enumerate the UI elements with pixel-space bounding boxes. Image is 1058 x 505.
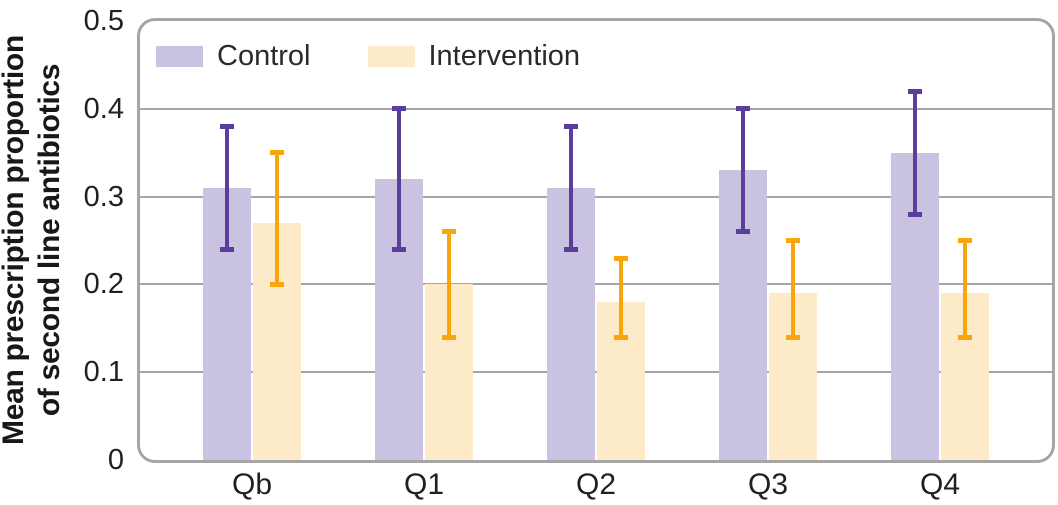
y-axis-title-line-2: of second line antibiotics: [33, 63, 66, 417]
gridline: [140, 107, 1052, 110]
error-cap-top-control-q2: [564, 123, 578, 129]
gridline: [140, 371, 1052, 374]
y-tick-label: 0.5: [83, 5, 124, 37]
error-cap-top-intervention-q4: [958, 238, 972, 243]
error-cap-bottom-intervention-q3: [786, 334, 800, 340]
error-cap-bottom-intervention-q1: [442, 334, 456, 340]
plot-area: Control Intervention: [137, 18, 1055, 463]
error-cap-bottom-intervention-q2: [614, 334, 628, 340]
legend-label-intervention: Intervention: [428, 40, 581, 72]
error-cap-top-intervention-q1: [442, 229, 456, 235]
x-tick-label-q3: Q3: [747, 468, 789, 501]
error-bar-intervention-q4: [963, 240, 967, 338]
intervention-swatch: [367, 46, 415, 67]
y-tick-label: 0.3: [83, 180, 124, 213]
error-bar-control-q1: [397, 108, 401, 250]
error-cap-top-control-qb: [220, 123, 234, 129]
error-cap-bottom-control-q1: [392, 246, 406, 252]
x-tick-label-q1: Q1: [403, 468, 445, 501]
error-cap-top-intervention-q2: [614, 255, 628, 261]
legend: Control Intervention: [156, 40, 580, 73]
error-cap-top-control-q3: [736, 106, 750, 112]
error-cap-top-control-q1: [392, 106, 406, 112]
gridline: [140, 283, 1052, 286]
gridline: [140, 195, 1052, 198]
legend-label-control: Control: [217, 40, 311, 72]
error-cap-bottom-control-q4: [908, 211, 922, 217]
x-tick-label-qb: Qb: [231, 468, 273, 501]
error-cap-top-intervention-qb: [270, 150, 284, 156]
error-bar-control-qb: [225, 126, 229, 250]
error-bar-intervention-qb: [275, 152, 279, 285]
y-tick-label: 0.2: [83, 268, 124, 301]
error-bar-intervention-q3: [791, 240, 795, 338]
x-tick-label-q4: Q4: [919, 468, 961, 501]
error-bar-intervention-q1: [447, 231, 451, 338]
error-cap-bottom-intervention-q4: [958, 334, 972, 340]
error-bar-control-q2: [569, 126, 573, 250]
error-cap-top-intervention-q3: [786, 238, 800, 243]
error-cap-bottom-intervention-qb: [270, 281, 284, 287]
error-cap-bottom-control-q3: [736, 229, 750, 235]
error-cap-top-control-q4: [908, 88, 922, 94]
legend-item-intervention: Intervention: [367, 40, 581, 73]
y-tick-label: 0.1: [83, 356, 124, 389]
error-bar-control-q3: [741, 108, 745, 232]
y-axis-title-line-1: Mean prescription proportion: [0, 35, 30, 445]
error-bar-control-q4: [913, 91, 917, 215]
y-tick-label: 0: [107, 444, 124, 476]
y-tick-label: 0.4: [83, 92, 124, 125]
error-bar-intervention-q2: [619, 258, 623, 338]
y-axis-title: Mean prescription proportion of second l…: [0, 0, 70, 495]
x-tick-label-q2: Q2: [575, 468, 617, 501]
legend-item-control: Control: [156, 40, 311, 73]
control-swatch: [156, 46, 203, 67]
error-cap-bottom-control-qb: [220, 246, 234, 252]
error-cap-bottom-control-q2: [564, 246, 578, 252]
